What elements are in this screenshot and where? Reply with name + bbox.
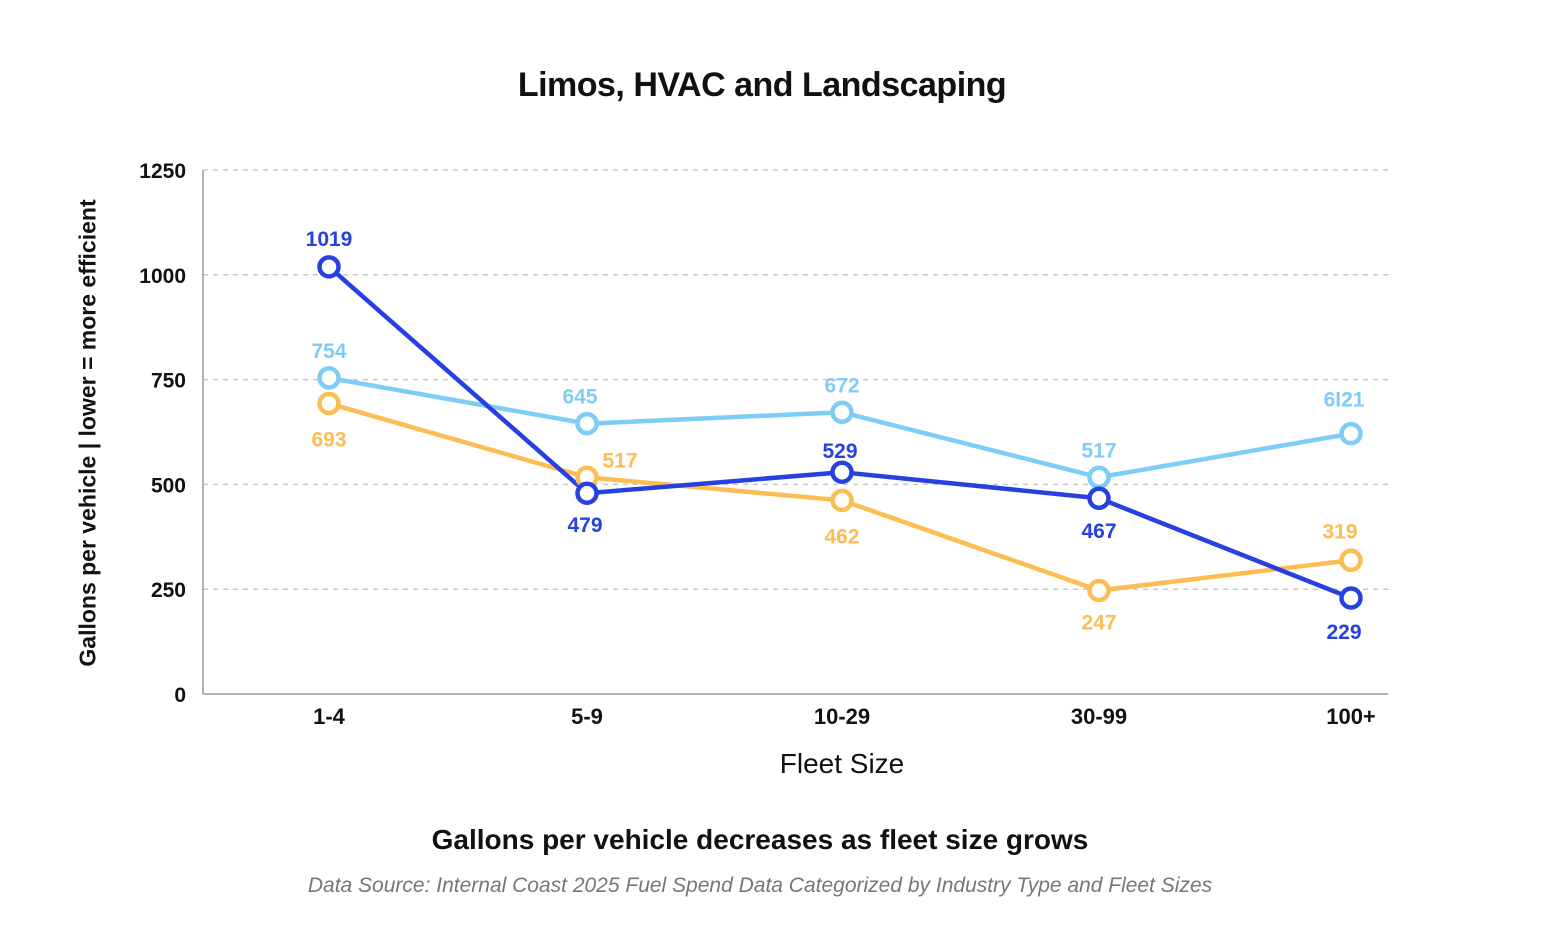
x-tick-label: 5-9 xyxy=(571,704,603,729)
chart-title: Limos, HVAC and Landscaping xyxy=(517,66,1007,104)
data-label: 529 xyxy=(822,440,857,463)
y-tick-label: 750 xyxy=(151,370,186,393)
data-label: 1019 xyxy=(306,228,353,251)
y-tick-label: 250 xyxy=(151,579,186,602)
data-point-marker xyxy=(1339,586,1363,610)
x-tick-label: 10-29 xyxy=(814,704,870,729)
data-point-marker xyxy=(830,460,854,484)
y-tick-label: 1000 xyxy=(139,265,186,288)
data-point-marker xyxy=(1339,548,1363,573)
data-label: 479 xyxy=(567,514,602,537)
data-label: 319 xyxy=(1322,520,1357,543)
data-point-marker xyxy=(1087,465,1111,490)
data-label: 645 xyxy=(562,386,597,409)
data-point-marker xyxy=(575,481,599,505)
data-label: 247 xyxy=(1081,611,1116,634)
data-labels: 754 645 672 517 6I21 693 517 462 247 319 1019 479 52… xyxy=(306,228,1365,644)
data-point-marker xyxy=(317,391,341,416)
data-label: 462 xyxy=(824,525,859,548)
data-point-marker xyxy=(830,400,854,425)
x-tick-label: 100+ xyxy=(1326,704,1376,729)
x-tick-label: 1-4 xyxy=(313,704,346,729)
data-label: 229 xyxy=(1326,621,1361,644)
y-tick-label: 1250 xyxy=(139,160,186,183)
x-tick-labels: 1-4 5-9 10-29 30-99 100+ xyxy=(313,704,1376,729)
data-point-marker xyxy=(1087,486,1111,510)
x-tick-label: 30-99 xyxy=(1071,704,1127,729)
y-tick-label: 0 xyxy=(174,684,186,707)
data-point-marker xyxy=(317,255,341,279)
y-tick-label: 500 xyxy=(151,474,186,497)
data-label: 754 xyxy=(311,340,346,363)
data-label: 693 xyxy=(311,428,346,451)
data-point-marker xyxy=(830,488,854,513)
data-label: 517 xyxy=(602,449,637,472)
y-tick-labels: 0 250 500 750 1000 1250 xyxy=(139,160,186,707)
series-markers xyxy=(317,255,1363,610)
data-point-marker xyxy=(575,411,599,436)
data-label: 517 xyxy=(1081,439,1116,462)
data-point-marker xyxy=(1339,421,1363,446)
axes xyxy=(202,170,1388,695)
data-point-marker xyxy=(1087,578,1111,603)
gridlines xyxy=(203,169,1388,590)
data-source-note: Data Source: Internal Coast 2025 Fuel Sp… xyxy=(307,874,1213,897)
data-point-marker xyxy=(317,366,341,390)
data-label: 672 xyxy=(824,374,859,397)
chart-subtitle: Gallons per vehicle decreases as fleet s… xyxy=(431,824,1089,855)
x-axis-label: Fleet Size xyxy=(779,748,905,779)
data-label: 467 xyxy=(1081,520,1116,543)
data-label: 6I21 xyxy=(1324,389,1365,412)
